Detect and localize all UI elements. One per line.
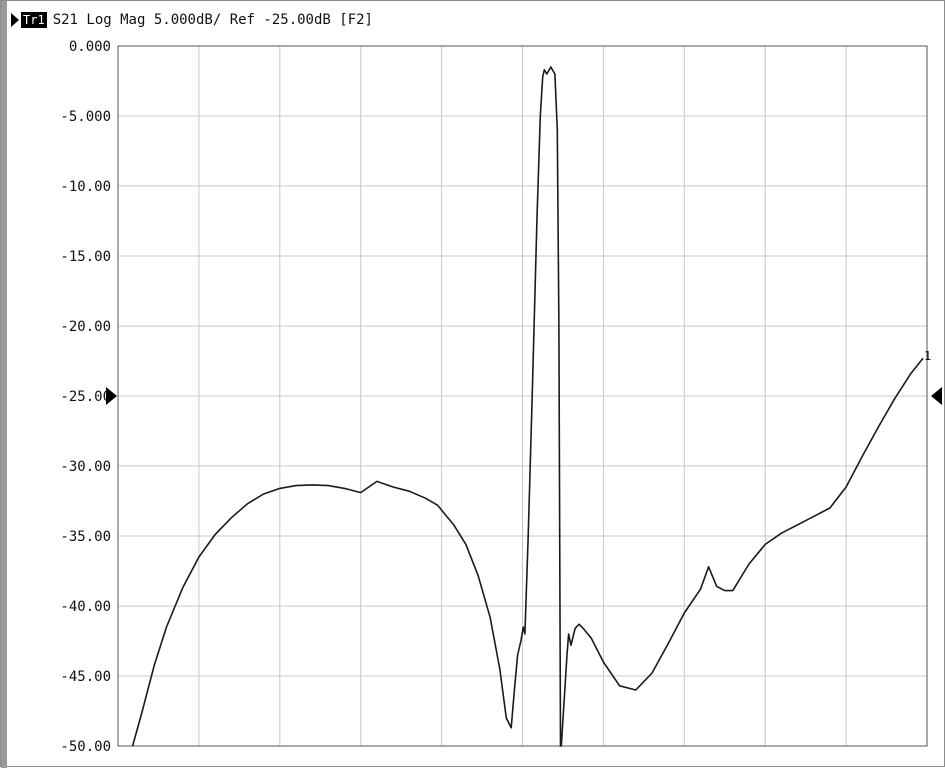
- trace-line-s21: [131, 66, 924, 747]
- y-tick-label: -10.00: [60, 179, 111, 195]
- trace-number-label: 1: [924, 349, 931, 363]
- trace-description: S21 Log Mag 5.000dB/ Ref -25.00dB [F2]: [52, 12, 373, 28]
- plot-border: [117, 45, 928, 747]
- y-tick-label: -30.00: [60, 459, 111, 475]
- y-tick-label: -45.00: [60, 669, 111, 685]
- y-axis-ticks: 0.000 -5.000 -10.00 -15.00 -20.00 -25.00 -30.0…: [60, 39, 111, 755]
- y-tick-label: -50.00: [60, 739, 111, 755]
- y-tick-label: -35.00: [60, 529, 111, 545]
- y-tick-label: -40.00: [60, 599, 111, 615]
- active-trace-arrow-icon: [11, 13, 19, 27]
- y-tick-label: -20.00: [60, 319, 111, 335]
- grid: [118, 46, 927, 746]
- y-tick-label: -15.00: [60, 249, 111, 265]
- y-tick-label: -25.00: [60, 389, 111, 405]
- reference-level-left-marker-icon[interactable]: [106, 387, 117, 405]
- trace-badge[interactable]: Tr1: [21, 12, 47, 28]
- y-tick-label: -5.000: [60, 109, 111, 125]
- left-frame-strip: [1, 1, 7, 768]
- y-tick-label: 0.000: [69, 39, 111, 55]
- reference-level-right-marker-icon[interactable]: [931, 387, 942, 405]
- trace-header[interactable]: Tr1 S21 Log Mag 5.000dB/ Ref -25.00dB [F…: [11, 9, 373, 31]
